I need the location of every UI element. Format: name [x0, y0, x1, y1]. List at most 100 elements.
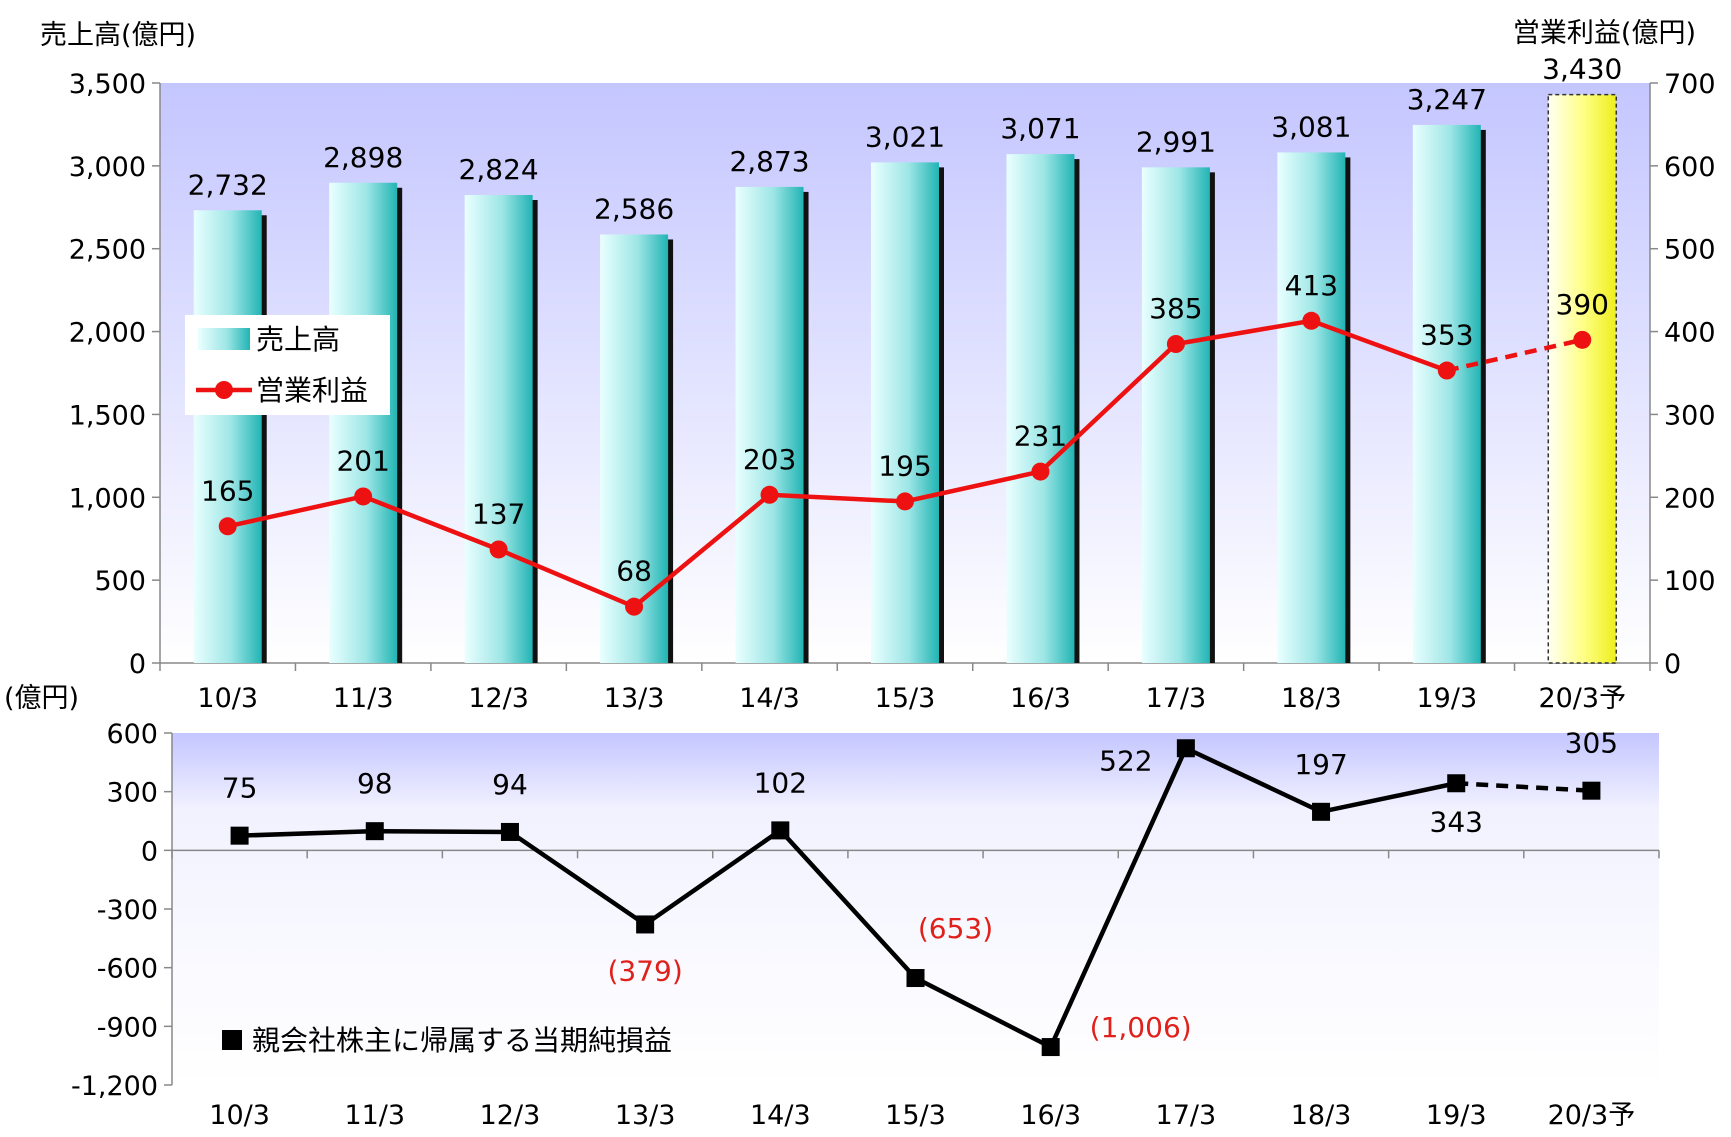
- top-left-tick-label: 2,500: [69, 235, 146, 266]
- op-profit-point: [1031, 462, 1050, 481]
- bar: [600, 234, 669, 663]
- bottom-y-tick-label: -300: [97, 895, 158, 926]
- net-income-value-label: (379): [607, 954, 682, 987]
- bottom-x-tick-label: 18/3: [1291, 1100, 1352, 1131]
- bar: [1006, 154, 1075, 663]
- op-profit-line: [227, 318, 1448, 610]
- net-income-point: [906, 969, 925, 988]
- op-profit-value-label: 413: [1285, 269, 1338, 302]
- top-right-tick-label: 100: [1664, 566, 1716, 597]
- top-x-tick-label: 15/3: [875, 683, 936, 714]
- net-income-point: [1447, 774, 1466, 793]
- bar-value-label: 2,824: [459, 153, 539, 186]
- net-income-value-label: (653): [918, 912, 993, 945]
- op-profit-point: [1302, 311, 1321, 330]
- top-right-tick-label: 700: [1664, 69, 1716, 100]
- legend-label-net-income: 親会社株主に帰属する当期純損益: [252, 1024, 672, 1057]
- top-right-tick-label: 200: [1664, 483, 1716, 514]
- bar: [1141, 167, 1210, 663]
- op-profit-value-label: 231: [1014, 420, 1067, 453]
- op-profit-value-label: 390: [1556, 288, 1609, 321]
- bar-value-label: 2,991: [1136, 125, 1216, 158]
- net-income-point: [1312, 802, 1331, 821]
- bar-value-label: 2,898: [323, 141, 403, 174]
- bar-value-label: 3,247: [1407, 83, 1487, 116]
- bottom-axis-title: (億円): [4, 683, 79, 714]
- bottom-y-tick-label: -1,200: [71, 1071, 158, 1102]
- net-income-value-label: 343: [1430, 805, 1483, 838]
- net-income-point: [1176, 739, 1195, 758]
- bar-forecast: [1547, 93, 1618, 664]
- top-x-tick-label: 12/3: [468, 683, 529, 714]
- op-profit-point: [1437, 361, 1456, 380]
- net-income-value-label: 102: [754, 766, 807, 799]
- top-right-tick-label: 400: [1664, 318, 1716, 349]
- op-profit-point: [760, 485, 779, 504]
- bottom-x-tick-label: 12/3: [480, 1100, 541, 1131]
- bar-value-label: 2,732: [188, 168, 268, 201]
- bottom-y-tick-label: -600: [97, 954, 158, 985]
- top-left-tick-label: 500: [94, 566, 146, 597]
- op-profit-point: [489, 540, 508, 559]
- top-chart: 0 500 1,000 1,500 2,000 2,500 3,000 3,500 0 100 20…: [69, 53, 1716, 714]
- net-income-point: [1041, 1038, 1060, 1057]
- top-x-tick-label: 17/3: [1146, 683, 1207, 714]
- bar: [464, 195, 533, 663]
- legend-label-op-profit: 営業利益: [256, 374, 368, 407]
- top-right-tick-label: 500: [1664, 235, 1716, 266]
- top-left-tick-label: 2,000: [69, 318, 146, 349]
- bottom-y-tick-label: 0: [141, 836, 158, 867]
- op-profit-point: [1573, 330, 1592, 349]
- bar-value-label: 3,021: [865, 120, 945, 153]
- bar: [329, 182, 398, 663]
- top-left-tick-label: 1,500: [69, 400, 146, 431]
- net-income-value-label: 75: [222, 772, 258, 805]
- net-income-value-label: 305: [1565, 727, 1618, 760]
- top-left-tick-label: 1,000: [69, 483, 146, 514]
- bar: [735, 186, 804, 663]
- top-right-tick-label: 600: [1664, 152, 1716, 183]
- legend-swatch-op-marker: [215, 381, 233, 399]
- op-profit-point: [1166, 335, 1185, 353]
- op-profit-forecast-line: [1446, 337, 1583, 373]
- bar-value-label: 2,873: [729, 145, 809, 178]
- net-income-point: [1582, 781, 1601, 800]
- bar-value-label: 3,081: [1271, 110, 1351, 143]
- op-profit-value-label: 137: [472, 497, 525, 530]
- op-profit-value-label: 353: [1420, 319, 1473, 352]
- op-profit-value-label: 203: [743, 443, 796, 476]
- top-x-tick-label: 14/3: [739, 683, 800, 714]
- top-x-tick-label: 10/3: [197, 683, 258, 714]
- top-x-tick-label: 13/3: [604, 683, 665, 714]
- bottom-y-tick-label: -900: [97, 1012, 158, 1043]
- op-profit-value-label: 201: [336, 444, 389, 477]
- op-profit-value-label: 68: [616, 555, 652, 588]
- bar: [1277, 152, 1346, 664]
- net-income-value-label: 197: [1294, 748, 1347, 781]
- bottom-x-tick-label: 15/3: [885, 1100, 946, 1131]
- top-x-tick-label: 18/3: [1281, 683, 1342, 714]
- bottom-x-tick-label: 17/3: [1156, 1100, 1217, 1131]
- bottom-x-tick-label: 13/3: [615, 1100, 676, 1131]
- op-profit-value-label: 165: [201, 474, 254, 507]
- net-income-point: [365, 822, 384, 841]
- bar-value-label: 2,586: [594, 192, 674, 225]
- legend-label-sales: 売上高: [256, 323, 340, 356]
- bar: [193, 210, 262, 664]
- net-income-line: [239, 745, 1457, 1051]
- bottom-x-tick-label: 11/3: [344, 1100, 405, 1131]
- top-x-tick-label: 11/3: [333, 683, 394, 714]
- top-right-axis-title: 営業利益(億円): [1513, 18, 1696, 49]
- net-income-value-label: (1,006): [1090, 1011, 1192, 1044]
- net-income-point: [771, 821, 790, 840]
- legend-swatch-sales: [198, 328, 250, 350]
- top-x-tick-label: 19/3: [1416, 683, 1477, 714]
- op-profit-point: [218, 517, 237, 536]
- bottom-x-tick-label: 20/3予: [1548, 1100, 1636, 1131]
- bottom-x-tick-label: 10/3: [209, 1100, 270, 1131]
- bottom-y-tick-label: 600: [106, 719, 158, 750]
- bar-value-label: 3,071: [1000, 112, 1080, 145]
- bottom-x-tick-label: 14/3: [750, 1100, 811, 1131]
